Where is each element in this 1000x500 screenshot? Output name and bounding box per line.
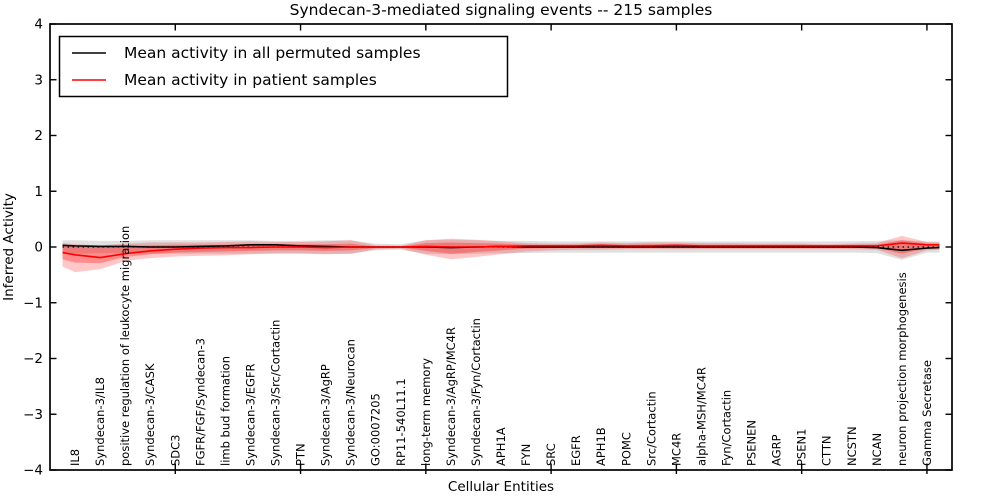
x-category-label: Syndecan-3/IL8 [93,377,107,466]
y-tick-label: 3 [34,72,43,88]
y-tick-label: −1 [23,295,43,311]
y-tick-label: −2 [23,351,43,367]
x-category-label: Syndecan-3/AgRP/MC4R [444,327,458,466]
x-category-label: AGRP [770,434,784,466]
x-axis-label: Cellular Entities [448,479,554,495]
x-category-label: CTTN [820,436,834,466]
x-category-label: APH1B [594,427,608,466]
x-category-label: POMC [619,432,633,466]
y-tick-label: 1 [34,184,43,200]
legend: Mean activity in all permuted samples Me… [58,35,509,98]
x-category-label: Syndecan-3/Src/Cortactin [269,320,283,466]
y-tick-label: −3 [23,407,43,423]
x-category-label: PTN [294,443,308,466]
chart-title: Syndecan-3-mediated signaling events -- … [290,1,713,19]
x-category-label: alpha-MSH/MC4R [694,367,708,466]
x-category-label: IL8 [68,449,82,466]
plot-area: −4 −3 −2 −1 0 1 2 3 4 IL8 Syndecan-3/IL8 positive r… [23,17,953,479]
x-category-label: Fyn/Cortactin [720,390,734,466]
x-category-label: PSEN1 [795,429,809,466]
x-category-label: NCSTN [845,426,859,466]
patient-mean-line [62,242,940,259]
x-category-label: NCAN [870,433,884,466]
x-category-label: positive regulation of leukocyte migrati… [118,226,132,466]
x-category-label: Syndecan-3/AgRP [319,364,333,466]
x-category-label: EGFR [569,435,583,466]
x-category-label: SDC3 [168,434,182,466]
x-category-label: FYN [519,444,533,466]
legend-label-permuted: Mean activity in all permuted samples [124,44,421,62]
y-axis-label: Inferred Activity [1,193,17,301]
x-category-label: Src/Cortactin [644,391,658,466]
x-category-label: GO:0007205 [369,393,383,466]
x-category-label: limb bud formation [218,356,232,466]
x-category-label: FGFR/FGF/Syndecan-3 [193,338,207,466]
x-category-label: long-term memory [419,358,433,466]
x-category-label: RP11-540L11.1 [394,378,408,466]
x-category-label: MC4R [669,433,683,466]
x-category-label: SRC [544,443,558,466]
x-category-label: Syndecan-3/EGFR [243,363,257,466]
x-category-label: APH1A [494,427,508,466]
y-tick-label: 4 [34,17,43,33]
y-tick-label: −4 [23,463,43,479]
x-category-label: neuron projection morphogenesis [895,272,909,466]
legend-label-patient: Mean activity in patient samples [124,71,377,89]
legend-box [58,35,509,98]
x-category-label: PSENEN [745,420,759,466]
x-category-label: Gamma Secretase [920,360,934,466]
y-tick-label: 0 [34,240,43,256]
x-category-label: Syndecan-3/Neurocan [344,339,358,466]
x-category-label: Syndecan-3/Fyn/Cortactin [469,318,483,466]
x-category-label: Syndecan-3/CASK [143,363,157,466]
y-tick-label: 2 [34,128,43,144]
